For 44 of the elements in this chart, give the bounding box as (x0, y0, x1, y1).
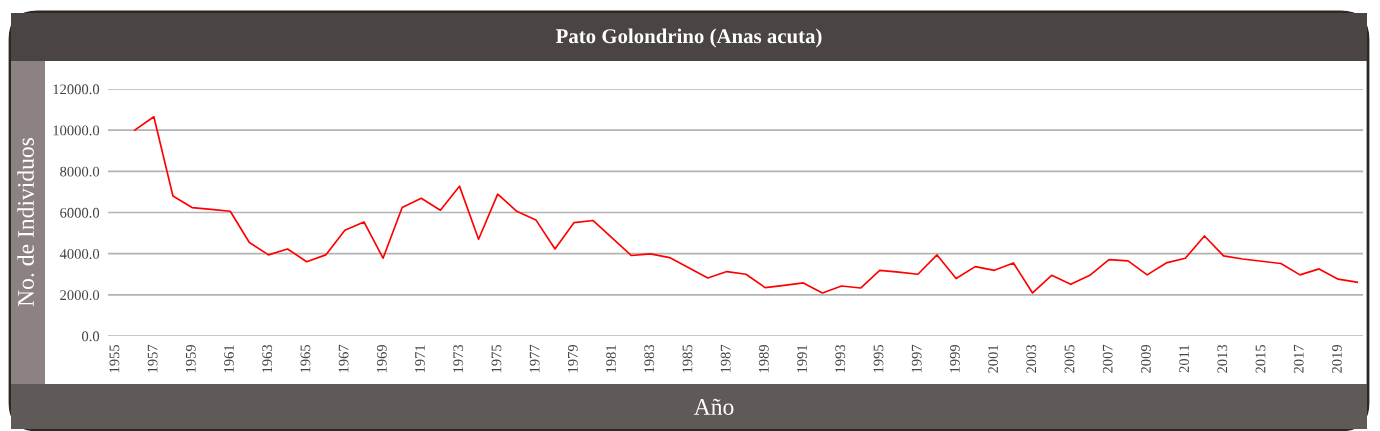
chart-title: Pato Golondrino (Anas acuta) (555, 28, 822, 48)
x-tick-label: 1955 (109, 344, 120, 373)
x-tick-label: 1961 (224, 345, 234, 373)
x-tick-label: 1983 (644, 344, 655, 373)
line-series (133, 115, 1359, 294)
x-tick-label: 2013 (1217, 344, 1228, 373)
x-tick-label: 1969 (376, 344, 387, 373)
x-tick-label: 1995 (873, 344, 884, 373)
y-tick-label: 12000.0 (53, 84, 100, 95)
x-tick-label: 1965 (300, 344, 311, 373)
y-tick-label: 2000.0 (60, 290, 100, 301)
x-tick-label: 1981 (606, 345, 616, 373)
x-tick-label: 2001 (988, 345, 998, 373)
y-tick-label: 10000.0 (53, 125, 100, 136)
x-tick-label: 1959 (185, 344, 196, 373)
x-tick-label: 1971 (415, 345, 425, 373)
x-tick-label: 2003 (1026, 344, 1037, 373)
x-tick-label: 2011 (1179, 345, 1189, 373)
y-tick-label: 6000.0 (60, 207, 100, 218)
x-tick-label: 1991 (797, 345, 807, 373)
y-axis-title: No. de Individuos (17, 137, 35, 307)
x-tick-label: 2019 (1331, 344, 1342, 373)
x-tick-label: 2015 (1255, 344, 1266, 373)
y-tick-label: 0.0 (81, 331, 100, 342)
x-tick-label: 1999 (949, 344, 960, 373)
x-tick-label: 1979 (567, 344, 578, 373)
x-tick-label: 1987 (720, 344, 731, 373)
x-tick-label: 1985 (682, 344, 693, 373)
x-tick-label: 1967 (338, 344, 349, 373)
x-tick-label: 1993 (835, 344, 846, 373)
x-tick-label: 2017 (1293, 344, 1304, 373)
x-tick-label: 1977 (529, 344, 540, 373)
x-tick-label: 1997 (911, 344, 922, 373)
x-tick-label: 1989 (758, 344, 769, 373)
x-tick-label: 1957 (147, 344, 158, 373)
x-tick-label: 2009 (1140, 344, 1151, 373)
x-tick-label: 1975 (491, 344, 502, 373)
y-tick-label: 4000.0 (59, 249, 100, 259)
x-tick-label: 1973 (453, 344, 464, 373)
x-tick-label: 2007 (1102, 344, 1113, 373)
x-tick-label: 1963 (262, 344, 273, 373)
y-tick-label: 8000.0 (60, 166, 100, 177)
x-tick-label: 2005 (1064, 344, 1075, 373)
x-axis-title: Año (693, 398, 734, 415)
